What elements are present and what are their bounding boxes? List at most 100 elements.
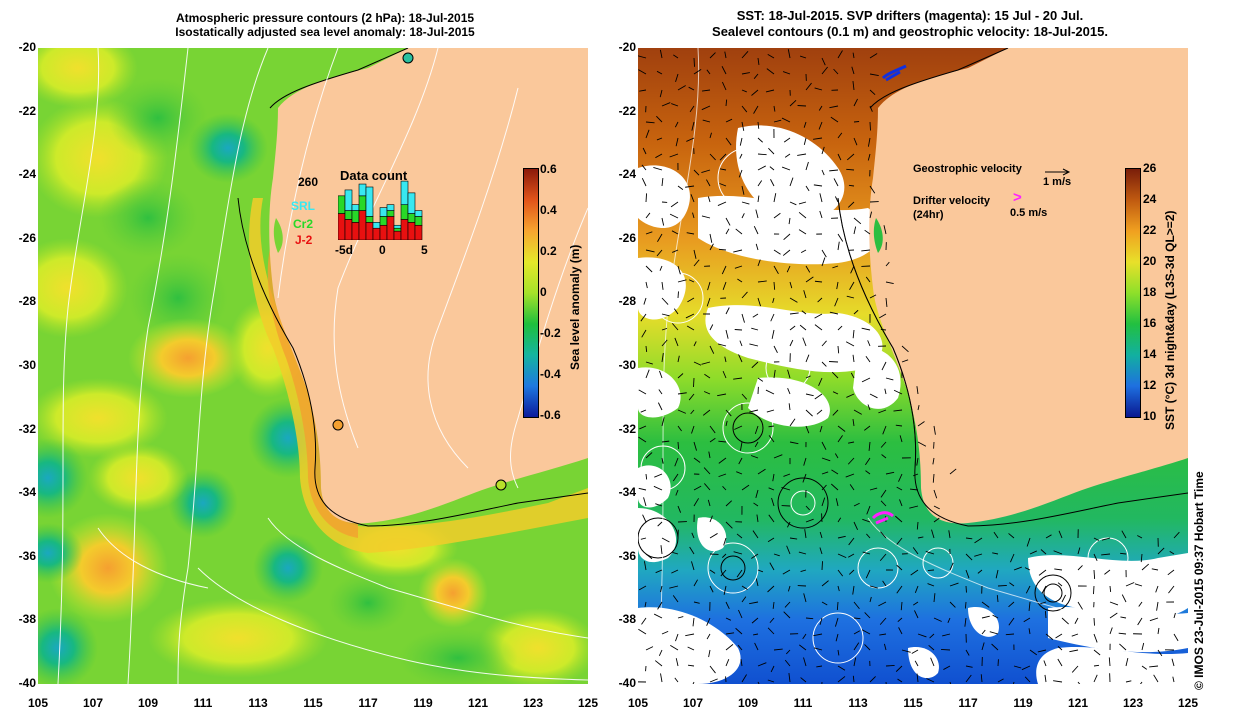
lat-tick: -34: [18, 485, 36, 500]
velocity-vector: [949, 468, 957, 475]
velocity-vector: [783, 233, 791, 241]
velocity-vector: [896, 537, 903, 545]
velocity-vector: [734, 425, 743, 430]
velocity-vector: [869, 105, 873, 112]
velocity-vector: [852, 52, 855, 59]
velocity-vector: [692, 681, 695, 684]
velocity-vector: [653, 485, 663, 491]
velocity-vector: [639, 425, 647, 430]
velocity-vector: [837, 535, 846, 539]
velocity-vector: [787, 585, 791, 592]
velocity-vector: [832, 391, 839, 395]
velocity-vector: [717, 343, 727, 347]
velocity-vector: [914, 610, 919, 619]
velocity-vector: [837, 425, 846, 432]
velocity-vector: [693, 441, 697, 451]
velocity-vector: [997, 584, 1007, 587]
velocity-vector: [1093, 633, 1098, 643]
velocity-vector: [837, 553, 847, 559]
velocity-vector: [974, 537, 983, 544]
velocity-vector: [853, 601, 860, 610]
sst-cb-tick-0: 26: [1143, 161, 1157, 175]
velocity-vector: [869, 53, 878, 59]
velocity-vector: [1069, 649, 1079, 653]
velocity-vector: [853, 630, 861, 635]
velocity-vector: [709, 569, 716, 574]
velocity-vector: [831, 469, 839, 475]
velocity-vector: [897, 617, 903, 622]
velocity-vector: [738, 354, 743, 363]
velocity-vector: [1013, 665, 1022, 669]
lat-tick: -36: [618, 548, 636, 563]
velocity-vector: [1029, 550, 1037, 555]
sea-level-anomaly-map[interactable]: 260 Data count SRL Cr2 J-2 -5d 0 5: [38, 48, 588, 684]
velocity-vector: [862, 518, 871, 523]
velocity-vector: [821, 340, 827, 347]
velocity-vector: [805, 276, 814, 283]
velocity-vector: [803, 457, 807, 466]
velocity-vector: [837, 435, 843, 443]
geostrophic-velocity-label: Geostrophic velocity: [913, 163, 1022, 175]
velocity-vector: [832, 265, 839, 269]
left-title-line1: Atmospheric pressure contours (2 hPa): 1…: [175, 11, 475, 25]
velocity-vector: [917, 405, 920, 411]
velocity-vector: [916, 673, 919, 683]
velocity-vector: [866, 533, 871, 539]
velocity-vector: [845, 473, 855, 478]
velocity-vector: [896, 585, 903, 594]
velocity-vector: [661, 440, 670, 443]
velocity-vector: [1040, 549, 1047, 555]
velocity-vector: [692, 617, 695, 627]
data-count-bar-srl: [351, 204, 360, 211]
velocity-vector: [1021, 665, 1031, 671]
sla-cb-tick-6: -0.6: [540, 408, 561, 422]
velocity-vector: [754, 425, 759, 435]
velocity-vector: [725, 632, 735, 635]
velocity-vector: [1025, 585, 1031, 594]
velocity-vector: [645, 646, 654, 651]
velocity-vector: [821, 471, 829, 475]
velocity-vector: [789, 177, 794, 187]
velocity-vector: [645, 553, 653, 560]
velocity-vector: [656, 115, 663, 123]
velocity-vector: [798, 229, 807, 235]
australia-land: [269, 48, 588, 524]
velocity-vector: [1024, 567, 1031, 571]
lon-tick: 113: [248, 696, 268, 710]
velocity-vector: [677, 505, 682, 513]
velocity-vector: [821, 441, 827, 450]
velocity-vector: [686, 232, 695, 235]
velocity-vector: [1141, 642, 1145, 651]
velocity-vector: [661, 630, 669, 635]
velocity-vector: [941, 649, 951, 651]
velocity-vector: [1173, 531, 1180, 539]
velocity-vector: [831, 371, 839, 379]
velocity-vector: [751, 553, 759, 559]
velocity-vector: [1149, 617, 1159, 622]
velocity-vector: [754, 441, 759, 448]
velocity-vector: [885, 377, 894, 381]
velocity-vector: [768, 147, 775, 155]
velocity-vector: [865, 276, 871, 283]
velocity-vector: [1156, 601, 1159, 611]
velocity-vector: [917, 441, 927, 447]
velocity-vector: [821, 361, 827, 367]
sst-map[interactable]: Geostrophic velocity 1 m/s Drifter veloc…: [638, 48, 1188, 684]
velocity-vector: [1041, 585, 1047, 594]
velocity-vector: [932, 457, 935, 465]
velocity-vector: [741, 51, 749, 59]
velocity-vector: [933, 593, 936, 603]
velocity-vector: [1104, 569, 1111, 575]
velocity-vector: [846, 295, 855, 299]
velocity-vector: [709, 515, 713, 523]
velocity-vector: [1101, 553, 1111, 556]
geostrophic-scale-arrow-icon: [1045, 168, 1071, 176]
velocity-vector: [800, 249, 807, 254]
velocity-vector: [835, 633, 839, 642]
velocity-vector: [723, 585, 727, 595]
velocity-vector: [949, 562, 954, 571]
velocity-vector: [901, 649, 911, 653]
velocity-vector: [677, 291, 679, 299]
velocity-vector: [1093, 585, 1095, 595]
data-count-bar-cr2: [386, 210, 395, 217]
